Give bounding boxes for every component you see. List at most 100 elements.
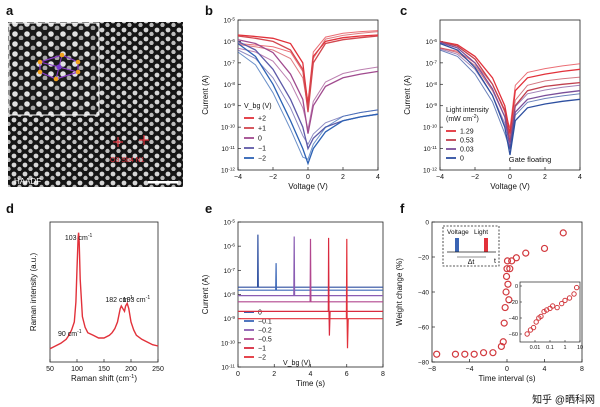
watermark: 知乎 @晒科网 [532, 393, 595, 406]
x-tick-label: 2 [272, 371, 276, 378]
legend-label: −1 [258, 146, 266, 153]
series-line [237, 51, 379, 160]
inset-point [541, 308, 547, 315]
legend-label: −1 [258, 346, 266, 353]
x-tick-label: 4 [376, 174, 380, 181]
legend-label: −2 [258, 355, 266, 362]
series-line [439, 47, 581, 129]
peak-label: 90 cm-1 [58, 329, 82, 338]
y-tick-label: 10-9 [426, 102, 438, 111]
y-tick-label: 10-7 [224, 59, 236, 68]
series-line [237, 30, 379, 102]
legend-label: 0.03 [460, 147, 474, 154]
chart-d: 50 100 150 200 250 Raman shift (cm-1) Raman in… [29, 221, 164, 383]
series-line [237, 39, 379, 134]
y-tick-label: 10-11 [221, 363, 235, 372]
y-tick-label: −80 [418, 360, 429, 367]
schematic-dt: Δt [468, 259, 475, 266]
x-tick-label: 4 [578, 174, 582, 181]
panel-a-micrograph: O3 Sb4 N1 HAADF [8, 22, 183, 187]
axes-frame [49, 221, 159, 363]
atom-markers [113, 135, 149, 147]
schematic-box [442, 225, 500, 267]
panel-label-a: a [6, 3, 14, 18]
chart-e: 0 2 4 6 8 10-11 10-10 10-9 10-8 10-7 10-6 10-5 Time … [201, 218, 385, 388]
y-tick-label: 10-11 [221, 145, 235, 154]
y-tick-label: 10-8 [426, 80, 438, 89]
y-tick-label: 10-7 [426, 59, 438, 68]
y-tick-label: 10-12 [221, 166, 235, 175]
annotation-gate-floating: Gate floating [509, 155, 552, 164]
y-axis-label: Current (A) [201, 75, 210, 115]
y-axis-label: Current (A) [403, 75, 412, 115]
y-tick-label: 10-7 [224, 266, 236, 275]
x-tick-label: 8 [381, 371, 385, 378]
data-point [499, 338, 507, 346]
inset-y-tick-label: −20 [509, 300, 518, 306]
inset-point [558, 300, 565, 307]
legend-label: 0 [258, 310, 262, 317]
series-line [439, 42, 581, 156]
legend-label: +2 [258, 116, 266, 123]
x-tick-label: −4 [466, 366, 474, 373]
y-tick-label: 10-11 [423, 145, 437, 154]
panel-label-d: d [6, 201, 14, 216]
x-tick-label: 150 [98, 366, 110, 373]
y-axis-label: Current (A) [201, 274, 210, 314]
y-tick-label: −60 [418, 325, 429, 332]
legend-label: 0.53 [460, 138, 474, 145]
inset-point [554, 304, 560, 311]
crystal-structure-overlay [37, 52, 81, 82]
panel-labels: a b c d e f [6, 3, 407, 216]
inset-x-tick-label: 10 [577, 345, 583, 351]
data-point [502, 272, 511, 281]
x-axis-label: Voltage (V) [490, 182, 530, 191]
haadf-inset [8, 22, 100, 116]
inset-point [538, 313, 544, 320]
x-tick-label: −4 [436, 174, 444, 181]
data-point [540, 244, 549, 253]
x-tick-label: −2 [269, 174, 277, 181]
x-axis-label: Time interval (s) [478, 374, 535, 383]
data-point [433, 350, 441, 358]
legend-label: 1.29 [460, 129, 474, 136]
legend-title: V_bg (V) [244, 103, 272, 110]
inset-y-tick-label: 0 [515, 284, 518, 290]
inset-point [524, 331, 530, 337]
raman-spectrum [49, 232, 159, 350]
data-point [501, 303, 509, 312]
data-point [497, 342, 505, 351]
series-line [238, 238, 383, 349]
charts: −4 −2 0 2 410-1210-1110-1010-910-810-710-610… [29, 16, 595, 406]
data-point [503, 257, 512, 265]
inset-x-tick-label: 0.1 [546, 345, 554, 351]
legend-subtitle: (mW cm-2) [446, 114, 479, 123]
inset-y-tick-label: −60 [509, 332, 518, 338]
data-point [504, 280, 512, 288]
y-tick-label: 10-5 [224, 218, 236, 227]
legend-label: +1 [258, 126, 266, 133]
legend-title: Light intensity [446, 107, 489, 114]
inset-point [573, 284, 580, 291]
schematic-light: Light [474, 229, 488, 236]
data-point [489, 349, 497, 357]
data-point [451, 350, 460, 358]
schematic-voltage: Voltage [447, 229, 469, 236]
inset-y-tick-label: −40 [509, 316, 518, 322]
haadf-caption: HAADF [14, 177, 41, 186]
y-axis-label: Raman intensity (a.u.) [29, 253, 38, 332]
inset-x-tick-label: 1 [563, 345, 566, 351]
series-line [237, 47, 379, 130]
x-tick-label: 2 [543, 174, 547, 181]
x-tick-label: −8 [428, 366, 436, 373]
y-tick-label: 10-12 [423, 166, 437, 175]
x-tick-label: 0 [306, 174, 310, 181]
data-point [502, 288, 510, 296]
series-line [439, 47, 581, 137]
data-point [503, 265, 511, 273]
series-line [439, 49, 581, 150]
y-tick-label: 10-6 [426, 37, 438, 46]
y-tick-label: 10-6 [224, 37, 236, 46]
